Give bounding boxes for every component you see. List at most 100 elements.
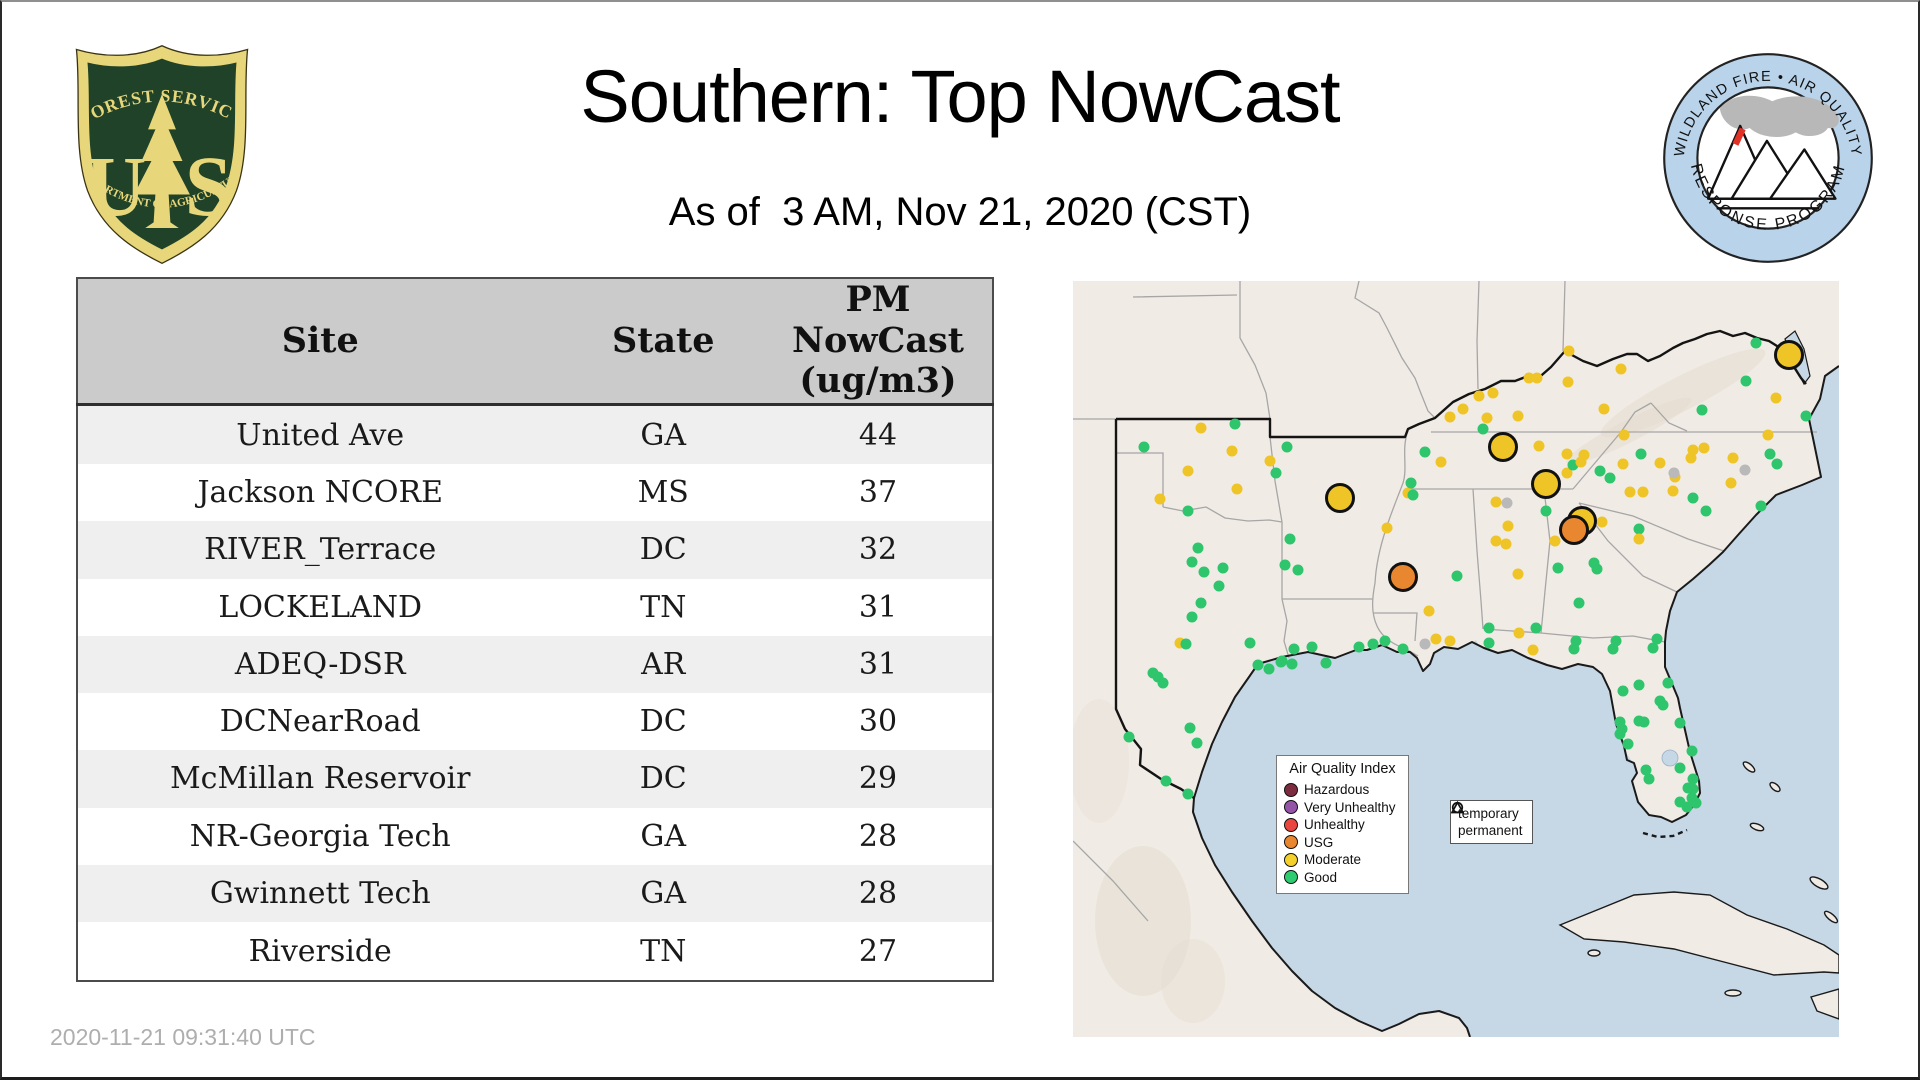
- site-cell: McMillan Reservoir: [169, 761, 471, 797]
- monitor-dot: [1281, 441, 1293, 453]
- monitor-dot: [1740, 375, 1752, 387]
- aqi-swatch-icon: [1284, 817, 1298, 832]
- top-site-marker: [1774, 340, 1804, 370]
- monitor-map: Air Quality Index Hazardous Very Unhealth…: [1073, 281, 1839, 1037]
- monitor-dot: [1633, 523, 1645, 535]
- monitor-dot: [1407, 489, 1419, 501]
- monitor-dots-layer: [1123, 337, 1812, 813]
- value-cell: 32: [858, 532, 898, 568]
- monitor-dot: [1502, 520, 1514, 532]
- monitor-dot: [1263, 663, 1275, 675]
- aqi-swatch-icon: [1284, 835, 1298, 850]
- monitor-dot: [1154, 493, 1166, 505]
- monitor-dot: [1563, 345, 1575, 357]
- monitor-dot: [1501, 497, 1513, 509]
- monitor-dot: [1481, 412, 1493, 424]
- monitor-dot: [1451, 570, 1463, 582]
- monitor-dot: [1624, 486, 1636, 498]
- value-cell: 28: [858, 818, 898, 854]
- monitor-dot: [1184, 722, 1196, 734]
- site-cell: Jackson NCORE: [197, 475, 443, 511]
- monitor-dot: [1231, 483, 1243, 495]
- monitor-dot: [1182, 465, 1194, 477]
- monitor-dot: [1562, 376, 1574, 388]
- monitor-dot: [1594, 465, 1606, 477]
- site-cell: Gwinnett Tech: [209, 875, 431, 911]
- monitor-dot: [1512, 568, 1524, 580]
- marker-type-legend: temporary permanent: [1450, 800, 1533, 844]
- monitor-dot: [1643, 773, 1655, 785]
- monitor-dot: [1252, 659, 1264, 671]
- smoke-cloud-icon: [1719, 95, 1839, 137]
- monitor-dot: [1607, 643, 1619, 655]
- map-land: [1073, 281, 1839, 1037]
- svg-text:U: U: [85, 139, 147, 234]
- monitor-dot: [1687, 783, 1699, 795]
- monitor-dot: [1483, 637, 1495, 649]
- table-row: Riverside TN 27: [77, 922, 993, 981]
- monitor-dot: [1500, 538, 1512, 550]
- monitor-dot: [1292, 564, 1304, 576]
- top-sites-layer: [1325, 340, 1804, 592]
- monitor-dot: [1800, 410, 1812, 422]
- monitor-dot: [1681, 801, 1693, 813]
- region-border: [1114, 329, 1807, 799]
- state-borders: [1073, 281, 1817, 922]
- temporary-label: temporary: [1458, 806, 1519, 821]
- monitor-dot: [1662, 677, 1674, 689]
- monitor-dot: [1575, 456, 1587, 468]
- monitor-dot: [1657, 699, 1669, 711]
- aqi-legend-item: Unhealthy: [1284, 816, 1401, 834]
- monitor-dot: [1229, 418, 1241, 430]
- aqi-item-label: Very Unhealthy: [1304, 799, 1396, 815]
- aqi-legend-title: Air Quality Index: [1289, 761, 1396, 777]
- monitor-dot: [1483, 622, 1495, 634]
- wfaqrp-circle-icon: WILDLAND FIRE • AIR QUALITY RESPONSE PRO…: [1663, 53, 1873, 263]
- monitor-dot: [1540, 505, 1552, 517]
- monitor-dot: [1696, 404, 1708, 416]
- monitor-dot: [1213, 580, 1225, 592]
- monitor-dot: [1182, 505, 1194, 517]
- col-header-state: State: [562, 278, 764, 406]
- value-cell: 28: [858, 875, 898, 911]
- terrain-shading: [1073, 348, 1766, 1023]
- monitor-dot: [1640, 764, 1652, 776]
- monitor-dot: [1533, 440, 1545, 452]
- monitor-dot: [1637, 486, 1649, 498]
- monitor-dot: [1423, 605, 1435, 617]
- aqi-swatch-icon: [1284, 870, 1298, 885]
- monitor-dot: [1138, 441, 1150, 453]
- top-nowcast-table: Site State PM NowCast (ug/m3) United Ave…: [76, 277, 994, 982]
- value-cell: 44: [858, 417, 898, 453]
- monitor-dot: [1192, 542, 1204, 554]
- monitor-dot: [1700, 505, 1712, 517]
- table-row: DCNearRoad DC 30: [77, 693, 993, 751]
- monitor-dot: [1615, 363, 1627, 375]
- fire-mark-icon: [1732, 127, 1746, 146]
- value-cell: 29: [858, 761, 898, 797]
- monitor-dot: [1430, 633, 1442, 645]
- page-subtitle: As of 3 AM, Nov 21, 2020 (CST): [668, 190, 1252, 234]
- monitor-dot: [1379, 635, 1391, 647]
- top-site-marker: [1325, 483, 1355, 513]
- site-cell: LOCKELAND: [218, 589, 423, 625]
- state-cell: MS: [637, 475, 689, 511]
- value-cell: 30: [858, 704, 898, 740]
- monitor-dot: [1727, 452, 1739, 464]
- monitor-dot: [1604, 472, 1616, 484]
- aqi-item-label: Moderate: [1304, 852, 1362, 868]
- monitor-dot: [1686, 745, 1698, 757]
- monitor-dot: [1622, 738, 1634, 750]
- monitor-dot: [1523, 372, 1535, 384]
- state-cell: DC: [639, 761, 687, 797]
- table-row: RIVER_Terrace DC 32: [77, 521, 993, 579]
- table-row: McMillan Reservoir DC 29: [77, 750, 993, 808]
- monitor-dot: [1157, 677, 1169, 689]
- table-row: Gwinnett Tech GA 28: [77, 864, 993, 923]
- monitor-dot: [1186, 556, 1198, 568]
- monitor-dot: [1561, 448, 1573, 460]
- florida-keys: [1642, 828, 1688, 839]
- monitor-dot: [1435, 456, 1447, 468]
